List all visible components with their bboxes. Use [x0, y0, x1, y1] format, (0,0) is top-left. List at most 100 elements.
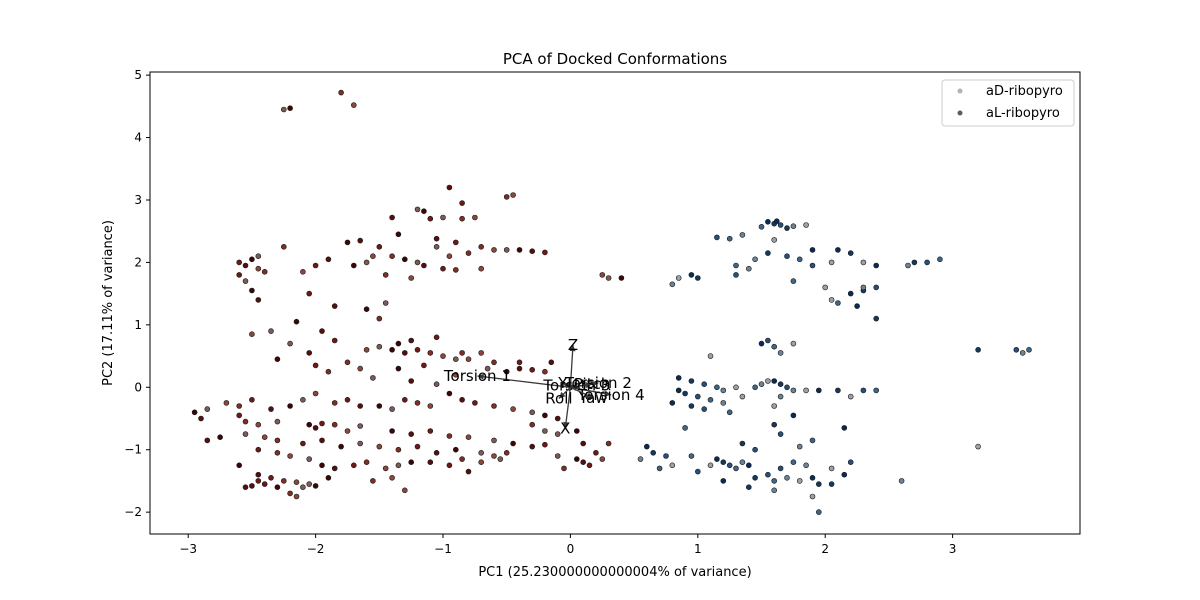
x-axis-label: PC1 (25.230000000000004% of variance)	[478, 565, 751, 580]
data-point	[669, 281, 676, 288]
data-point	[389, 253, 395, 260]
data-point	[242, 262, 249, 269]
data-point	[777, 381, 784, 388]
loading-arrow	[569, 344, 574, 388]
data-point	[306, 421, 313, 428]
data-point	[720, 387, 727, 394]
data-point	[427, 215, 434, 222]
data-point	[401, 350, 408, 356]
data-point	[414, 346, 421, 353]
data-point	[593, 449, 599, 456]
data-point	[446, 433, 453, 439]
data-point	[554, 431, 561, 437]
data-point	[739, 440, 746, 447]
loading-arrow	[564, 387, 572, 429]
data-point	[357, 365, 364, 372]
data-point	[306, 290, 313, 297]
data-point	[350, 102, 357, 108]
data-point	[975, 443, 981, 450]
loading-label: Torsion 2	[564, 374, 632, 392]
data-point	[650, 449, 657, 456]
data-point	[236, 272, 242, 278]
data-point	[542, 441, 548, 448]
data-point	[446, 253, 453, 260]
data-point	[325, 474, 332, 481]
data-point	[784, 474, 790, 481]
data-point	[312, 362, 319, 369]
data-point	[784, 384, 790, 391]
data-point	[803, 222, 809, 228]
loading-arrowhead	[586, 392, 594, 398]
loading-arrowhead	[604, 390, 612, 397]
data-point	[739, 393, 746, 400]
data-point	[414, 206, 421, 213]
data-point	[898, 478, 905, 484]
data-point	[777, 465, 784, 472]
loading-label: Torsion 3	[542, 376, 610, 394]
y-tick-label: 2	[134, 255, 142, 269]
legend-marker-ad-ribopyro	[957, 88, 963, 94]
data-point	[516, 365, 523, 372]
data-point	[637, 456, 644, 462]
data-point	[510, 192, 516, 198]
data-point	[395, 446, 402, 453]
data-point	[465, 250, 472, 256]
data-point	[529, 409, 536, 416]
data-point	[459, 456, 465, 462]
data-point	[694, 468, 701, 475]
data-point	[682, 425, 688, 431]
data-point	[472, 214, 478, 221]
data-point	[370, 375, 376, 381]
legend-marker-al-ribopyro	[957, 110, 963, 116]
data-point	[847, 290, 854, 297]
data-point	[675, 387, 682, 394]
data-point	[701, 406, 708, 412]
loading-label: Torsion 4	[577, 386, 645, 404]
data-point	[459, 350, 465, 356]
data-point	[714, 456, 720, 462]
data-point	[707, 353, 714, 359]
data-point	[714, 384, 720, 391]
data-point	[414, 443, 421, 450]
loading-arrowhead	[591, 380, 599, 387]
y-tick-label: −2	[124, 505, 142, 519]
data-point	[771, 378, 778, 384]
data-point	[726, 235, 733, 242]
data-point	[745, 484, 752, 491]
data-point	[835, 300, 841, 306]
data-point	[198, 415, 204, 422]
data-point	[433, 235, 440, 242]
data-point	[242, 278, 249, 284]
data-point	[803, 387, 809, 394]
data-point	[835, 247, 841, 253]
loading-label: Y	[557, 374, 568, 392]
data-point	[382, 300, 389, 306]
data-point	[249, 256, 255, 263]
data-point	[389, 406, 395, 412]
data-point	[503, 194, 510, 200]
data-point	[656, 465, 663, 472]
data-point	[382, 272, 389, 278]
data-point	[427, 428, 434, 434]
data-point	[561, 465, 567, 472]
x-tick-label: −3	[179, 542, 197, 556]
data-point	[911, 259, 918, 266]
data-point	[433, 449, 440, 456]
data-point	[312, 390, 319, 397]
data-point	[261, 481, 268, 487]
data-point	[204, 437, 211, 444]
data-point	[765, 219, 771, 225]
data-point	[860, 259, 867, 266]
data-point	[790, 387, 797, 394]
data-point	[293, 493, 300, 500]
data-point	[784, 225, 790, 231]
data-point	[421, 208, 427, 214]
data-point	[771, 237, 778, 243]
data-point	[599, 456, 606, 462]
loading-arrowhead	[477, 373, 484, 380]
legend: aD-ribopyro aL-ribopyro	[941, 79, 1075, 127]
data-point	[268, 474, 274, 481]
data-point	[242, 431, 249, 437]
